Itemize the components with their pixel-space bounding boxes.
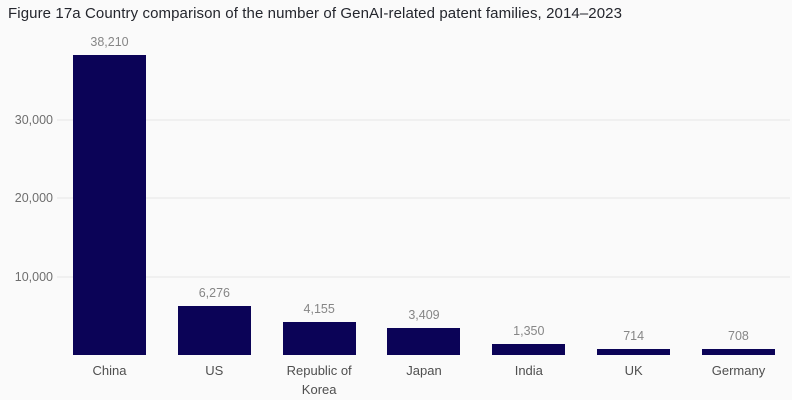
bar [701, 349, 775, 355]
bar-value-label: 38,210 [90, 35, 129, 50]
y-tick-label: 20,000 [14, 191, 53, 206]
x-category-label: China [92, 363, 127, 378]
x-category-label: Japan [406, 363, 442, 378]
x-category-label: India [514, 363, 543, 378]
bar [177, 305, 251, 355]
bar-value-label: 6,276 [198, 285, 230, 300]
bar [387, 328, 461, 355]
bar-value-label: 708 [728, 329, 749, 344]
bar [597, 349, 671, 355]
y-tick-label: 30,000 [14, 112, 53, 127]
bar [492, 344, 566, 355]
bar [282, 322, 356, 355]
bar-value-label: 1,350 [513, 324, 545, 339]
gridline [57, 197, 790, 200]
y-tick-label: 10,000 [14, 269, 53, 284]
x-category-label: UK [624, 363, 643, 378]
x-category-label: Republic of Korea [286, 363, 352, 397]
bar-value-label: 714 [623, 329, 645, 344]
chart-title: Figure 17a Country comparison of the num… [8, 5, 623, 22]
gridline [57, 275, 790, 278]
bar [73, 55, 146, 355]
bar-value-label: 3,409 [408, 308, 440, 323]
x-category-label: Germany [711, 363, 766, 378]
gridline [57, 118, 790, 121]
x-category-label: US [205, 363, 224, 378]
bar-value-label: 4,155 [303, 302, 335, 317]
